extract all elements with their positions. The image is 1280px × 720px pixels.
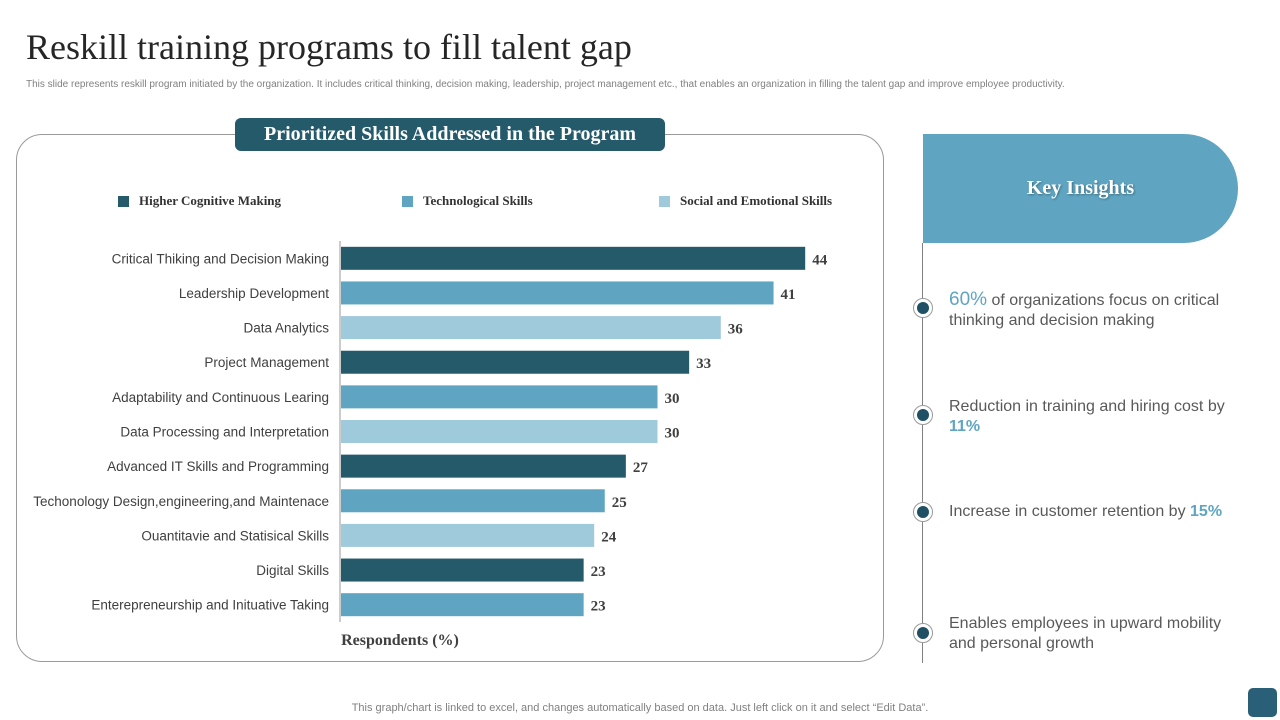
timeline-marker: [913, 405, 933, 425]
timeline-line: [922, 243, 923, 663]
insight-highlight: 15%: [1190, 503, 1223, 520]
bar[interactable]: [341, 281, 774, 305]
data-label: 23: [591, 599, 606, 615]
bar[interactable]: [341, 523, 595, 547]
insight-text: of organizations focus on critical think…: [949, 292, 1220, 329]
data-label: 41: [781, 287, 796, 303]
category-label: Leadership Development: [179, 286, 329, 301]
insight-text: Enables employees in upward mobility and…: [949, 615, 1222, 652]
category-label: Project Management: [204, 355, 329, 370]
category-label: Enterepreneurship and Inituative Taking: [91, 598, 329, 613]
key-insights-header: Key Insights: [923, 134, 1238, 243]
data-label: 33: [696, 356, 711, 372]
legend-item-social-emotional: Social and Emotional Skills: [659, 193, 832, 209]
x-axis-title: Respondents (%): [341, 632, 459, 649]
chart-header: Prioritized Skills Addressed in the Prog…: [235, 118, 665, 151]
legend-swatch: [402, 195, 413, 207]
legend-label: Higher Cognitive Making: [139, 193, 282, 208]
insight-item-2: Reduction in training and hiring cost by…: [949, 397, 1249, 437]
data-label: 25: [612, 495, 627, 511]
legend-item-higher-cognitive: Higher Cognitive Making: [118, 193, 281, 209]
bar[interactable]: [341, 350, 690, 374]
data-label: 23: [591, 564, 606, 580]
bar[interactable]: [341, 593, 584, 617]
bar[interactable]: [341, 489, 605, 513]
bar[interactable]: [341, 316, 721, 340]
legend-swatch: [659, 195, 670, 207]
insight-text: Reduction in training and hiring cost by: [949, 398, 1225, 415]
timeline-marker: [913, 623, 933, 643]
insight-item-3: Increase in customer retention by 15%: [949, 502, 1249, 522]
data-label: 24: [601, 529, 617, 545]
insight-item-1: 60% of organizations focus on critical t…: [949, 290, 1249, 331]
legend-label: Social and Emotional Skills: [680, 193, 833, 208]
page-title: Reskill training programs to fill talent…: [26, 27, 632, 67]
bar[interactable]: [341, 420, 658, 443]
bar[interactable]: [341, 246, 806, 270]
insight-item-4: Enables employees in upward mobility and…: [949, 614, 1249, 654]
legend-label: Technological Skills: [423, 193, 533, 208]
timeline-marker: [913, 502, 933, 522]
page-subtitle: This slide represents reskill program in…: [26, 79, 1065, 90]
insight-highlight: 60%: [949, 289, 988, 310]
timeline-marker: [913, 298, 933, 318]
category-label: Advanced IT Skills and Programming: [107, 459, 329, 474]
corner-decoration: [1248, 688, 1277, 717]
insight-highlight: 11%: [949, 418, 981, 435]
insight-text: Increase in customer retention by: [949, 503, 1191, 520]
footer-note: This graph/chart is linked to excel, and…: [351, 702, 929, 714]
data-label: 44: [812, 252, 828, 268]
bar[interactable]: [341, 385, 658, 409]
category-label: Ouantitavie and Statisical Skills: [141, 528, 329, 543]
legend-item-technological: Technological Skills: [402, 193, 533, 209]
legend-swatch: [118, 195, 129, 207]
category-label: Data Analytics: [243, 321, 329, 336]
category-label: Techonology Design,engineering,and Maint…: [33, 494, 329, 509]
data-label: 27: [633, 460, 649, 476]
data-label: 36: [728, 322, 744, 338]
data-label: 30: [665, 426, 680, 442]
bar[interactable]: [341, 558, 584, 582]
category-label: Data Processing and Interpretation: [120, 425, 329, 440]
data-label: 30: [665, 391, 680, 407]
category-label: Digital Skills: [256, 563, 329, 578]
category-label: Adaptability and Continuous Learing: [112, 390, 329, 405]
bar[interactable]: [341, 454, 626, 478]
category-label: Critical Thiking and Decision Making: [112, 251, 329, 266]
